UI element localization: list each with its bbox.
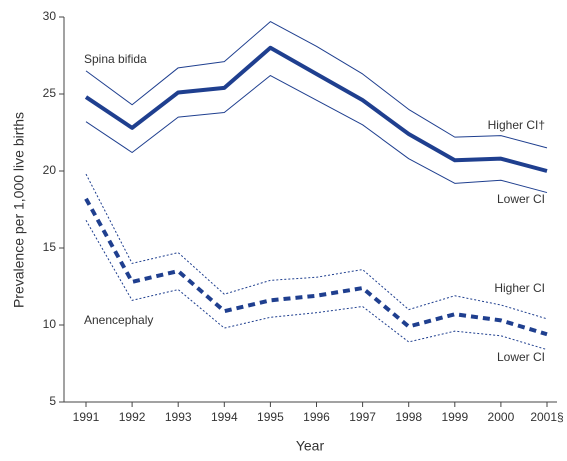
- x-tick-label: 1995: [257, 410, 284, 424]
- y-tick-label: 30: [43, 9, 57, 23]
- series-line: [85, 75, 548, 194]
- x-tick-label: 1991: [73, 410, 100, 424]
- y-tick-label: 5: [49, 394, 56, 408]
- series-label: Anencephaly: [84, 313, 153, 327]
- series-label: Lower CI: [497, 192, 545, 206]
- x-tick-label: 1996: [303, 410, 330, 424]
- series-label: Higher CI: [494, 281, 545, 295]
- y-tick-label: 15: [43, 240, 57, 254]
- series-label: Higher CI†: [488, 118, 545, 132]
- series-label: Lower CI: [497, 350, 545, 364]
- x-tick-label: 1994: [211, 410, 238, 424]
- y-axis-label: Prevalence per 1,000 live births: [11, 112, 27, 308]
- series-line: [85, 173, 548, 320]
- x-tick-label: 1993: [165, 410, 192, 424]
- x-tick-label: 1999: [441, 410, 468, 424]
- series-label: Spina bifida: [84, 52, 147, 66]
- series-line: [84, 197, 548, 337]
- y-tick-label: 10: [43, 317, 57, 331]
- series-line: [84, 45, 548, 173]
- x-tick-label: 1998: [395, 410, 422, 424]
- x-tick-label: 2000: [488, 410, 515, 424]
- x-tick-label: 2001§: [530, 410, 563, 424]
- x-tick-label: 1992: [119, 410, 146, 424]
- y-tick-label: 25: [43, 86, 57, 100]
- series-line: [85, 21, 548, 149]
- series-line: [85, 220, 548, 351]
- x-axis-label: Year: [296, 438, 325, 454]
- y-tick-label: 20: [43, 163, 57, 177]
- x-tick-label: 1997: [349, 410, 376, 424]
